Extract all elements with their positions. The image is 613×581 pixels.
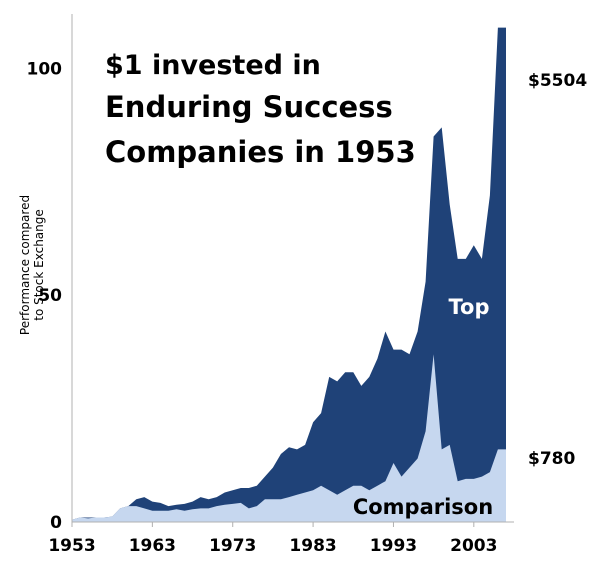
area-series-top	[72, 27, 506, 522]
tick-layer: 1953 1963 1973 1983 1993 2003 0 50 100	[27, 59, 498, 556]
x-tick-label: 1993	[370, 536, 417, 556]
end-label-comparison: $780	[528, 449, 575, 469]
series-label-top: Top	[449, 295, 490, 319]
end-label-top: $5504	[528, 71, 587, 91]
y-axis-label: Performance compared to Stock Exchange	[18, 195, 46, 335]
title-line-2: Enduring Success	[105, 90, 393, 124]
x-tick-label: 1953	[48, 536, 95, 556]
title-line-3: Companies in 1953	[105, 135, 416, 169]
y-tick-label: 100	[27, 59, 63, 79]
x-tick-label: 1963	[129, 536, 176, 556]
x-tick-label: 1983	[289, 536, 336, 556]
area-series-comparison	[72, 354, 506, 522]
series-label-comparison: Comparison	[353, 495, 493, 519]
title-line-1: $1 invested in	[105, 50, 321, 81]
y-axis-label-line-1: Performance compared	[18, 195, 32, 335]
area-layer	[72, 27, 506, 522]
x-tick-label: 1973	[209, 536, 256, 556]
chart-title: $1 invested in Enduring Success Companie…	[105, 50, 416, 169]
x-tick-label: 2003	[450, 536, 497, 556]
y-tick-label: 50	[38, 286, 62, 306]
y-axis-label-line-2: to Stock Exchange	[32, 209, 46, 321]
y-tick-label: 0	[50, 513, 62, 533]
